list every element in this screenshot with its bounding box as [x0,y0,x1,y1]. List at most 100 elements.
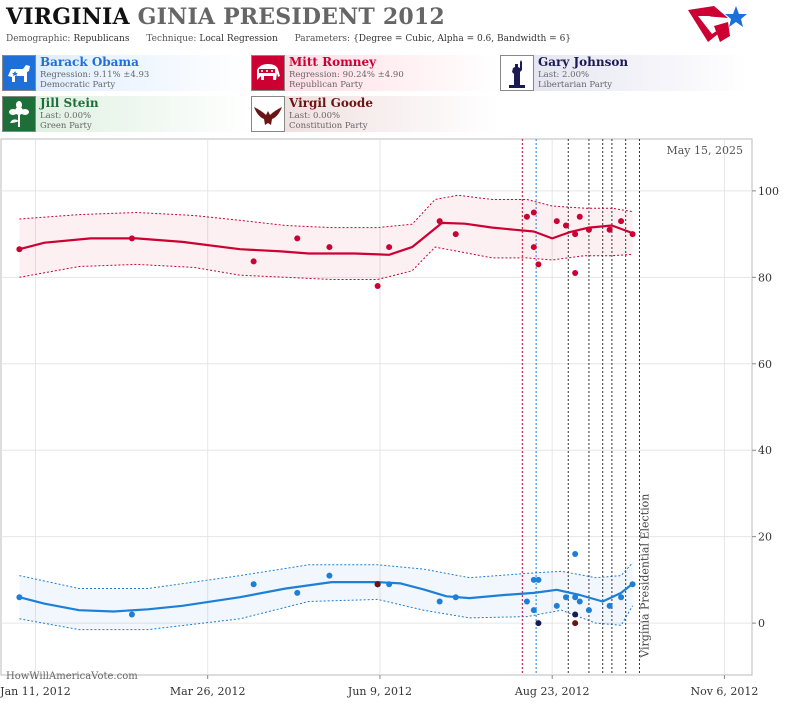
mitt-romney-poll-point [436,218,443,225]
mitt-romney-poll-point [629,231,636,238]
chart-area: 0 20 40 60 80 100 Jan 11, 2012 Mar 26, 2012 Jun… [0,138,789,704]
current-date: May 15, 2025 [666,144,743,157]
barack-obama-poll-point [530,576,537,583]
barack-obama-poll-point [530,607,537,614]
y-axis: 0 20 40 60 80 100 [752,185,779,630]
barack-obama-poll-point [436,598,443,605]
barack-obama-poll-point [606,602,613,609]
gary-johnson-poll-point [535,620,542,627]
candidate-name: Virgil Goode [289,96,373,110]
candidate-card-johnson[interactable]: Gary Johnson Last: 2.00% Libertarian Par… [500,55,748,91]
barack-obama-poll-point [250,581,257,588]
parameters-label: Parameters: [294,34,351,44]
elephant-icon [251,55,285,91]
candidate-stat: Regression: 90.24% ±4.90 [289,70,404,80]
mitt-romney-poll-point [585,226,592,233]
barack-obama-poll-point [576,598,583,605]
x-tick-label: Jan 11, 2012 [0,685,71,698]
demographic-value: Republicans [73,34,130,44]
y-tick-label: 80 [758,271,772,284]
mitt-romney-poll-point [250,258,257,265]
mitt-romney-poll-point [452,231,459,238]
barack-obama-confidence-band [19,562,633,630]
mitt-romney-poll-point [553,218,560,225]
barack-obama-poll-point [553,602,560,609]
candidate-party: Democratic Party [40,80,116,90]
barack-obama-poll-point [523,598,530,605]
poll-points [16,209,636,627]
candidate-card-romney[interactable]: Mitt Romney Regression: 90.24% ±4.90 Rep… [251,55,499,91]
title-rest: GINIA PRESIDENT 2012 [137,4,445,30]
x-tick-label: Jun 9, 2012 [347,685,412,698]
y-tick-label: 100 [758,185,779,198]
trend-lines [19,221,634,613]
technique-label: Technique: [146,34,197,44]
candidate-stat: Last: 0.00% [40,111,92,121]
demographic-label: Demographic: [6,34,71,44]
candidate-name: Jill Stein [40,96,99,110]
mitt-romney-poll-point [562,222,569,229]
candidate-card-goode[interactable]: Virgil Goode Last: 0.00% Constitution Pa… [251,96,499,132]
candidate-stat: Last: 2.00% [538,70,590,80]
barack-obama-band-lower [19,598,634,631]
eagle-icon [251,96,285,132]
barack-obama-poll-point [386,581,393,588]
mitt-romney-trend-line [19,221,633,256]
x-tick-label: Mar 26, 2012 [170,685,246,698]
mitt-romney-poll-point [16,246,23,253]
barack-obama-poll-point [535,576,542,583]
mitt-romney-poll-point [572,231,579,238]
candidate-party: Constitution Party [289,121,368,131]
title-state: VIRGINIA [6,4,130,30]
candidate-name: Mitt Romney [289,55,377,69]
candidate-card-obama[interactable]: Barack Obama Regression: 9.11% ±4.93 Dem… [2,55,250,91]
technique-value: Local Regression [199,34,278,44]
barack-obama-band-upper [19,562,633,589]
election-label: Virginia Presidential Election [638,494,651,659]
confidence-bands [19,194,634,631]
mitt-romney-poll-point [294,235,301,242]
mitt-romney-poll-point [606,226,613,233]
chart-title: VIRGINIA GINIA PRESIDENT 2012 [6,4,445,30]
mitt-romney-poll-point [530,244,537,251]
regression-chart: 0 20 40 60 80 100 Jan 11, 2012 Mar 26, 2012 Jun… [0,138,779,698]
barack-obama-poll-point [572,594,579,601]
x-axis: Jan 11, 2012 Mar 26, 2012 Jun 9, 2012 Aug 2… [0,675,758,698]
barack-obama-poll-point [562,594,569,601]
parameters-line: Demographic: Republicans Technique: Local … [6,34,574,44]
y-tick-label: 40 [758,444,772,457]
parameters-value: {Degree = Cubic, Alpha = 0.6, Bandwidth … [353,34,572,44]
mitt-romney-poll-point [572,270,579,276]
mitt-romney-poll-point [523,213,530,220]
barack-obama-trend-line [19,581,634,613]
statue-of-liberty-icon [500,55,534,91]
mitt-romney-poll-point [535,261,542,268]
barack-obama-poll-point [16,594,23,601]
mitt-romney-poll-point [386,244,393,251]
mitt-romney-poll-point [576,213,583,220]
barack-obama-poll-point [452,594,459,601]
mitt-romney-poll-point [618,218,625,225]
flower-icon [2,96,36,132]
candidate-party: Libertarian Party [538,80,613,90]
barack-obama-poll-point [585,607,592,614]
site-logo-icon [688,6,747,42]
y-tick-label: 0 [758,617,765,630]
donkey-icon [2,55,36,91]
virgil-goode-poll-point [572,620,579,627]
candidate-card-stein[interactable]: Jill Stein Last: 0.00% Green Party [2,96,250,132]
barack-obama-poll-point [629,581,636,588]
mitt-romney-band-lower [19,246,633,280]
candidate-stat: Regression: 9.11% ±4.93 [40,70,150,80]
watermark: HowWillAmericaVote.com [6,671,138,682]
mitt-romney-poll-point [374,282,381,289]
candidate-name: Gary Johnson [538,55,629,69]
x-tick-label: Aug 23, 2012 [514,685,590,698]
grid [1,139,752,675]
y-tick-label: 60 [758,358,772,371]
candidate-name: Barack Obama [40,55,139,69]
gary-johnson-poll-point [572,611,579,618]
barack-obama-poll-point [572,550,579,557]
candidate-party: Republican Party [289,80,363,90]
virgil-goode-poll-point [374,581,381,588]
